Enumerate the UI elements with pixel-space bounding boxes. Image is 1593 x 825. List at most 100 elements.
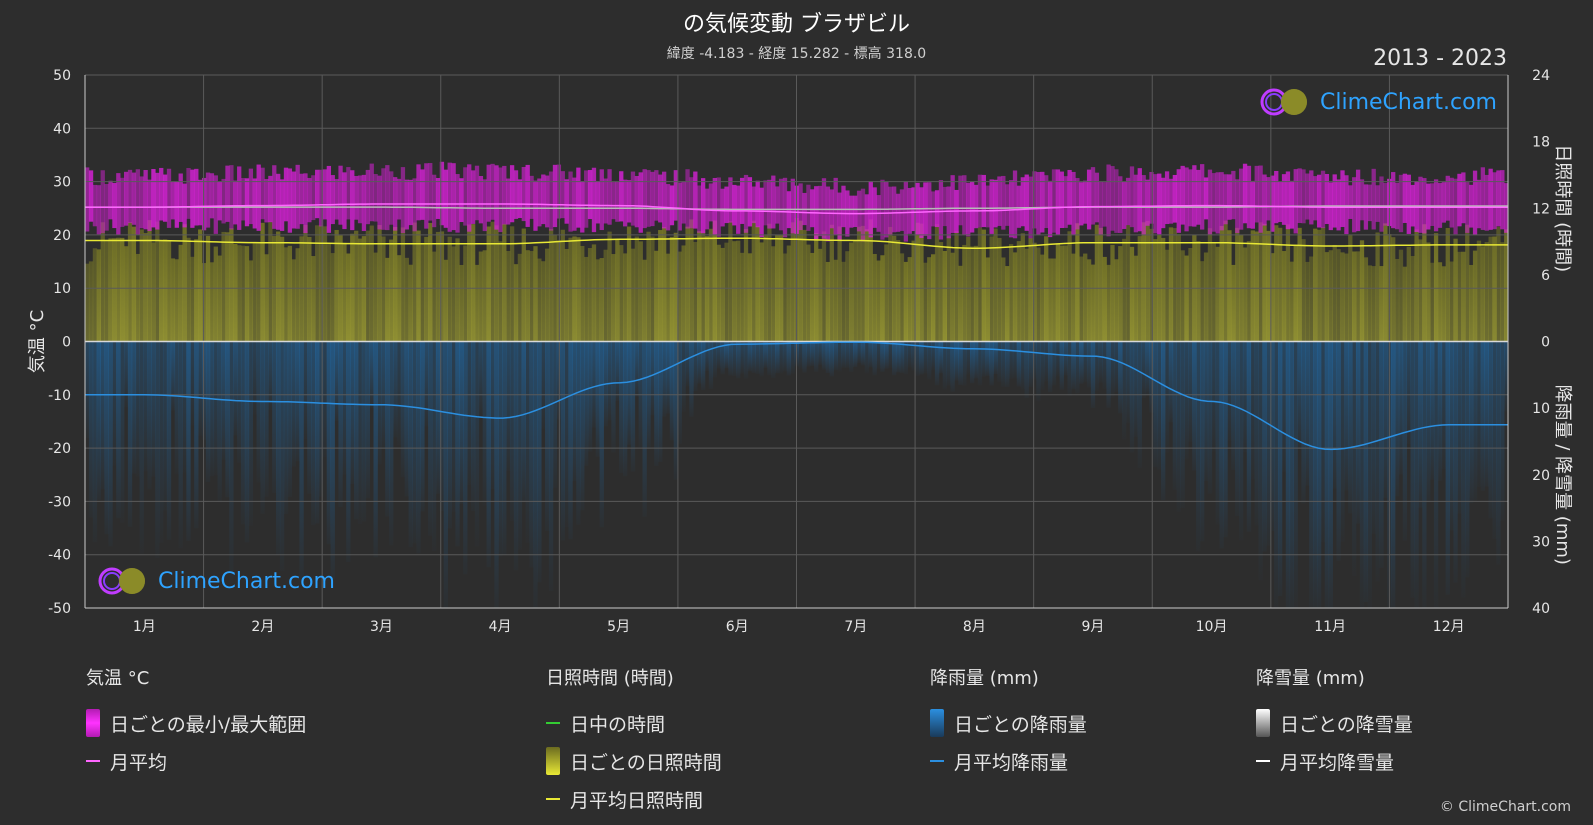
daily-sunshine-bar bbox=[954, 231, 959, 342]
daily-rain-bar bbox=[1102, 341, 1107, 389]
tick-label-sunshine: 0 bbox=[1541, 335, 1550, 351]
logo-text: ClimeChart.com bbox=[158, 568, 335, 594]
daily-rain-bar bbox=[1492, 341, 1497, 539]
daily-rain-bar bbox=[743, 341, 749, 379]
daily-sunshine-bar bbox=[736, 240, 741, 342]
daily-temperature-bar bbox=[474, 165, 480, 221]
daily-temperature-bar bbox=[252, 178, 257, 229]
daily-sunshine-bar bbox=[1242, 247, 1248, 342]
daily-sunshine-bar bbox=[1055, 243, 1061, 342]
daily-rain-bar bbox=[868, 341, 873, 368]
daily-rain-bar bbox=[1238, 341, 1244, 541]
daily-rain-bar bbox=[198, 341, 203, 436]
daily-sunshine-bar bbox=[1488, 236, 1493, 342]
daily-sunshine-bar bbox=[194, 239, 199, 342]
daily-rain-bar bbox=[435, 341, 441, 494]
daily-sunshine-bar bbox=[408, 264, 413, 342]
daily-rain-bar bbox=[509, 341, 515, 521]
daily-temperature-bar bbox=[1472, 170, 1478, 235]
daily-rain-bar bbox=[856, 341, 862, 363]
daily-rain-bar bbox=[950, 341, 955, 392]
daily-temperature-bar bbox=[658, 174, 663, 223]
daily-temperature-bar bbox=[1238, 168, 1244, 230]
daily-rain-bar bbox=[1211, 341, 1216, 452]
daily-temperature-bar bbox=[447, 162, 452, 232]
daily-sunshine-bar bbox=[213, 246, 218, 342]
daily-rain-bar bbox=[295, 341, 300, 462]
daily-temperature-bar bbox=[989, 179, 994, 234]
legend-item: 月平均日照時間 bbox=[546, 780, 722, 818]
daily-sunshine-bar bbox=[1036, 247, 1041, 342]
daily-rain-bar bbox=[428, 341, 433, 536]
daily-rain-bar bbox=[1285, 341, 1291, 608]
daily-sunshine-bar bbox=[1270, 253, 1275, 342]
daily-sunshine-bar bbox=[1024, 248, 1029, 342]
daily-temperature-bar bbox=[1371, 168, 1376, 230]
daily-rain-bar bbox=[1110, 341, 1115, 398]
daily-rain-bar bbox=[1172, 341, 1178, 490]
daily-temperature-bar bbox=[993, 179, 998, 228]
daily-rain-bar bbox=[1250, 341, 1255, 480]
daily-temperature-bar bbox=[790, 178, 795, 234]
daily-sunshine-bar bbox=[392, 227, 398, 342]
daily-rain-bar bbox=[1032, 341, 1037, 380]
daily-sunshine-bar bbox=[615, 238, 620, 342]
daily-rain-bar bbox=[1394, 341, 1400, 497]
daily-temperature-bar bbox=[361, 174, 367, 232]
daily-rain-bar bbox=[240, 341, 246, 525]
daily-temperature-bar bbox=[825, 186, 831, 242]
daily-sunshine-bar bbox=[221, 231, 226, 342]
daily-rain-bar bbox=[1094, 341, 1100, 391]
daily-rain-bar bbox=[1316, 341, 1322, 608]
daily-sunshine-bar bbox=[642, 259, 647, 342]
daily-rain-bar bbox=[1391, 341, 1396, 608]
daily-rain-bar bbox=[470, 341, 476, 512]
tick-label-month: 10月 bbox=[1196, 619, 1228, 635]
daily-sunshine-bar bbox=[1453, 238, 1458, 342]
daily-rain-bar bbox=[1137, 341, 1142, 469]
daily-temperature-bar bbox=[693, 171, 698, 229]
daily-temperature-bar bbox=[272, 165, 277, 229]
daily-sunshine-bar bbox=[1301, 239, 1306, 342]
daily-rain-bar bbox=[716, 341, 721, 369]
daily-rain-bar bbox=[361, 341, 367, 522]
daily-sunshine-bar bbox=[272, 236, 277, 342]
daily-sunshine-bar bbox=[599, 258, 604, 342]
daily-temperature-bar bbox=[1008, 180, 1014, 238]
daily-rain-bar bbox=[845, 341, 850, 368]
daily-sunshine-bar bbox=[424, 236, 429, 342]
daily-rain-bar bbox=[552, 341, 558, 488]
daily-sunshine-bar bbox=[966, 236, 971, 342]
daily-sunshine-bar bbox=[1324, 252, 1330, 342]
daily-temperature-bar bbox=[1227, 174, 1232, 220]
daily-rain-bar bbox=[1437, 341, 1443, 481]
legend-header: 気温 °C bbox=[86, 668, 150, 689]
daily-sunshine-bar bbox=[755, 226, 760, 342]
daily-sunshine-bar bbox=[630, 248, 636, 342]
daily-sunshine-bar bbox=[1102, 256, 1107, 342]
daily-sunshine-bar bbox=[170, 258, 176, 342]
daily-rain-bar bbox=[591, 341, 597, 428]
tick-label-month: 3月 bbox=[370, 619, 393, 635]
daily-rain-bar bbox=[1227, 341, 1232, 441]
daily-sunshine-bar bbox=[412, 222, 417, 342]
daily-temperature-bar bbox=[782, 177, 788, 238]
daily-sunshine-bar bbox=[1188, 248, 1193, 342]
daily-sunshine-bar bbox=[969, 246, 975, 342]
daily-sunshine-bar bbox=[1219, 225, 1224, 342]
legend-temperature: 気温 °C 日ごとの最小/最大範囲 月平均 bbox=[86, 664, 306, 780]
tick-label-month: 4月 bbox=[489, 619, 512, 635]
daily-rain-bar bbox=[455, 341, 460, 547]
tick-label-temperature: 50 bbox=[53, 68, 71, 84]
daily-temperature-bar bbox=[170, 181, 176, 220]
daily-sunshine-bar bbox=[923, 262, 928, 342]
daily-rain-bar bbox=[673, 341, 678, 480]
legend-item: 日ごとの最小/最大範囲 bbox=[86, 704, 306, 742]
swatch bbox=[1256, 709, 1270, 737]
daily-rain-bar bbox=[1445, 341, 1450, 595]
daily-temperature-bar bbox=[572, 177, 577, 231]
daily-sunshine-bar bbox=[1028, 238, 1033, 342]
daily-temperature-bar bbox=[1336, 179, 1341, 231]
daily-sunshine-bar bbox=[1445, 228, 1450, 342]
daily-sunshine-bar bbox=[1418, 239, 1423, 342]
